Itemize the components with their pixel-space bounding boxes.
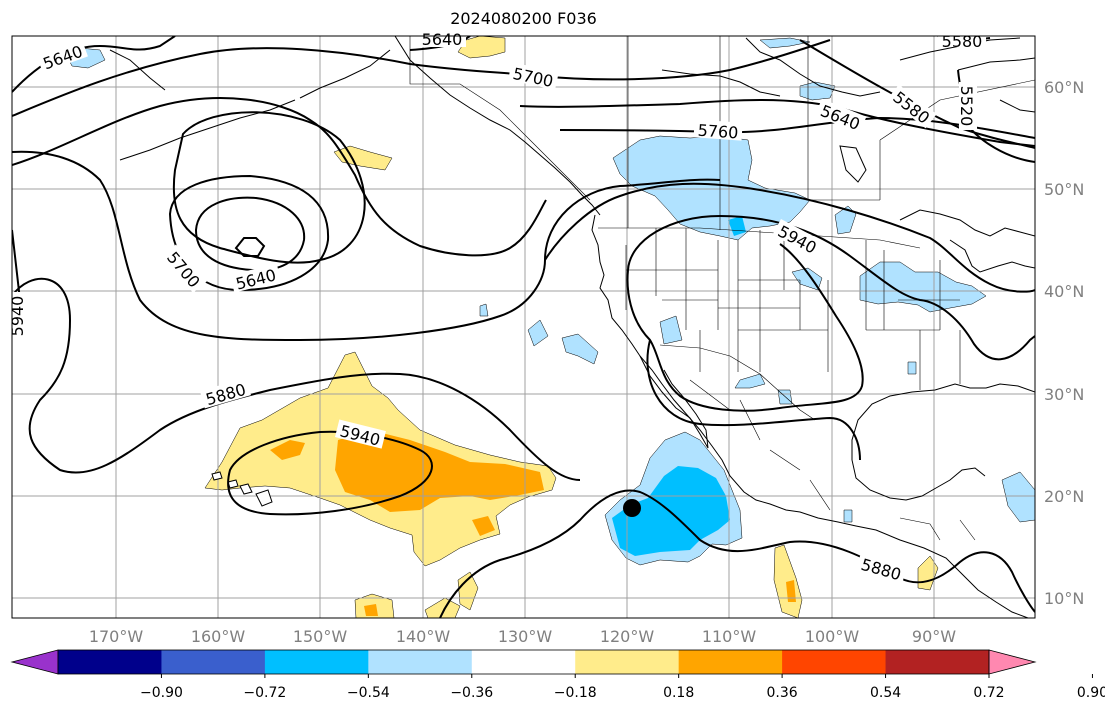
- contour-5760: [559, 116, 1035, 139]
- mexico-state-lines: [689, 379, 976, 541]
- coastlines: [109, 36, 1035, 618]
- lat-label-50n: 50°N: [1044, 180, 1084, 199]
- storm-center-marker: [623, 499, 641, 517]
- colorbar-segment: [575, 650, 680, 674]
- hawaii-islands: [211, 471, 273, 507]
- alaska-canada-border: [409, 36, 591, 201]
- colorbar-segment: [471, 650, 576, 674]
- positive-anomaly-light-small: [354, 571, 479, 618]
- contour-label-8: 5580: [942, 32, 983, 51]
- contour-low-outer: [12, 97, 547, 257]
- contour-5640-north: [12, 36, 176, 93]
- lon-label-130w: 130°W: [498, 627, 553, 646]
- lon-label-140w: 140°W: [396, 627, 451, 646]
- contour-label-7: 5520: [957, 86, 976, 127]
- colorbar-segment: [885, 650, 990, 674]
- colorbar-tick-label: 0.18: [663, 685, 694, 701]
- contour-5640-east: [519, 99, 1035, 147]
- colorbar-extend-low: [10, 649, 59, 675]
- colorbar-tick-label: 0.90: [1077, 685, 1105, 701]
- contour-5880-us-east: [646, 339, 861, 461]
- contour-5880-west: [12, 277, 581, 481]
- colorbar-tick-label: 0.54: [870, 685, 901, 701]
- contour-low-ring1: [172, 111, 366, 264]
- positive-anomaly-mid-small: [364, 604, 378, 616]
- contour-5940-us: [627, 214, 1035, 361]
- lon-label-100w: 100°W: [805, 627, 860, 646]
- contour-label-1: 5640: [40, 42, 85, 74]
- lon-label-120w: 120°W: [600, 627, 655, 646]
- colorbar-segment: [58, 650, 162, 674]
- positive-anomaly-mid-hawaii: [270, 430, 544, 536]
- contour-5580: [799, 39, 1035, 149]
- contour-5880-us: [544, 182, 1035, 293]
- us-mexico-border: [659, 344, 816, 421]
- contour-5940-hawaii: [227, 430, 433, 516]
- contour-label-11: 5940: [8, 296, 27, 337]
- lon-label-160w: 160°W: [191, 627, 246, 646]
- lat-label-30n: 30°N: [1044, 385, 1084, 404]
- negative-anomaly-light-us: [66, 37, 1035, 523]
- colorbar-tick-label: −0.54: [347, 685, 390, 701]
- lat-label-20n: 20°N: [1044, 487, 1084, 506]
- colorbar-segment: [264, 650, 369, 674]
- colorbar-segment: [678, 650, 783, 674]
- lat-label-10n: 10°N: [1044, 589, 1084, 608]
- us-state-lines: [625, 228, 961, 390]
- longitude-labels: 170°W 160°W 150°W 140°W 130°W 120°W 110°…: [89, 627, 956, 646]
- height-contours: [12, 36, 1035, 618]
- contour-label-12: 5880: [204, 380, 248, 409]
- negative-anomaly-mid-mexico: [612, 466, 730, 556]
- contour-5700-north: [12, 39, 831, 117]
- lon-label-90w: 90°W: [912, 627, 956, 646]
- great-lakes: [899, 209, 1035, 273]
- alaska-coast: [109, 36, 601, 216]
- gulf-coast: [851, 383, 1035, 501]
- colorbar-extend-high: [988, 649, 1037, 675]
- contour-label-2: 5640: [422, 30, 463, 49]
- contour-label-14: 5940: [775, 222, 820, 258]
- baja-california: [639, 355, 709, 449]
- colorbar: −0.90 −0.72 −0.54 −0.36 −0.18 0.18 0.36 0.54 0.7…: [10, 649, 1105, 701]
- colorbar-tick-label: −0.36: [450, 685, 493, 701]
- contour-label-5: 5640: [818, 101, 863, 134]
- colorbar-outline: [57, 649, 990, 675]
- contour-label-4: 5760: [697, 121, 739, 143]
- colorbar-segment: [161, 650, 266, 674]
- lon-label-110w: 110°W: [702, 627, 757, 646]
- contour-low-center: [234, 237, 266, 257]
- lon-label-150w: 150°W: [293, 627, 348, 646]
- map-frame: [11, 35, 1036, 619]
- contour-label-15: 5880: [859, 555, 903, 584]
- colorbar-segment: [782, 650, 887, 674]
- latitude-labels: 60°N 50°N 40°N 30°N 20°N 10°N: [1044, 78, 1084, 608]
- map-title: 2024080200 F036: [450, 9, 597, 28]
- contour-5880-south: [439, 489, 1035, 618]
- colorbar-tick-label: 0.36: [767, 685, 798, 701]
- graticule: [12, 36, 1035, 618]
- colorbar-tick-label: −0.18: [554, 685, 597, 701]
- lat-label-40n: 40°N: [1044, 282, 1084, 301]
- contour-low-ring3: [194, 196, 306, 272]
- colorbar-tick-label: −0.90: [140, 685, 183, 701]
- positive-anomaly-east-mid: [786, 580, 796, 602]
- lon-label-170w: 170°W: [89, 627, 144, 646]
- lat-label-60n: 60°N: [1044, 78, 1084, 97]
- colorbar-tick-label: −0.72: [243, 685, 286, 701]
- colorbar-segment: [368, 650, 473, 674]
- anomaly-shading: [66, 36, 1035, 618]
- colorbar-tick-label: 0.72: [973, 685, 1004, 701]
- contour-5700-low: [12, 150, 721, 342]
- north-america-coastline: [591, 214, 1029, 618]
